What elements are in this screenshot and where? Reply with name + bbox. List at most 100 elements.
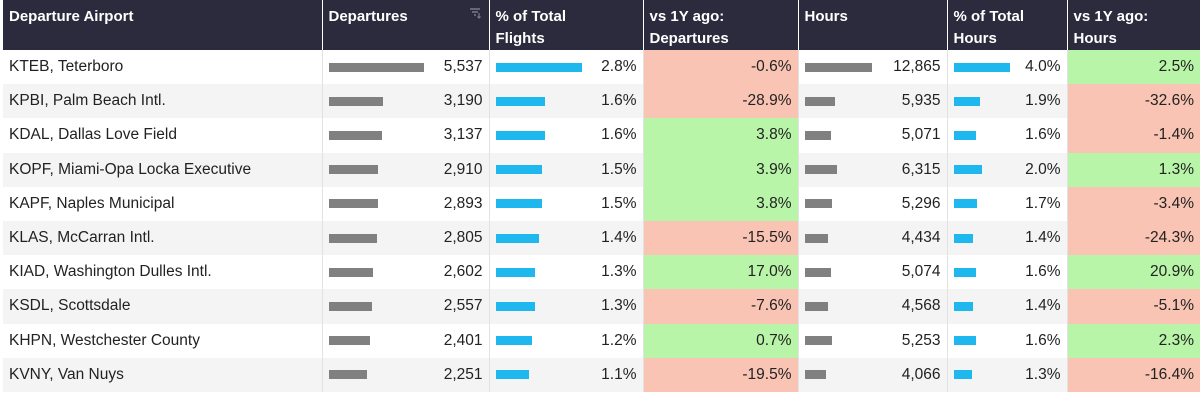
pct-hours-bar (953, 62, 1010, 72)
table-row[interactable]: KHPN, Westchester County 2,401 1.2% 0.7%… (3, 323, 1200, 358)
hours-cell: 5,071 (798, 118, 948, 153)
departures-cell: 2,401 (322, 323, 490, 358)
airport-name: KSDL, Scottsdale (9, 297, 131, 315)
pct-flights-value: 1.2% (601, 331, 637, 349)
hours-bar (804, 370, 826, 380)
pct-hours-cell: 1.4% (947, 220, 1068, 256)
pct-flights-value: 1.5% (601, 194, 637, 212)
sort-icon[interactable] (469, 7, 481, 19)
pct-hours-bar (953, 96, 981, 106)
header-label: Departure Airport (9, 8, 134, 25)
vs-1y-departures-cell: 0.7% (643, 323, 799, 358)
departures-bar (328, 130, 383, 140)
vs-1y-hours-cell: 20.9% (1067, 255, 1200, 290)
table-row[interactable]: KOPF, Miami-Opa Locka Executive 2,910 1.… (3, 152, 1200, 187)
airport-cell: KLAS, McCarran Intl. (3, 220, 323, 256)
departures-cell: 2,893 (322, 186, 490, 221)
pct-hours-value: 4.0% (1025, 58, 1061, 76)
header-pct-total-hours[interactable]: % of Total Hours (947, 0, 1068, 50)
hours-value: 5,935 (901, 92, 941, 110)
header-departures[interactable]: Departures (322, 0, 490, 50)
pct-flights-bar (495, 96, 545, 106)
pct-hours-value: 1.9% (1025, 92, 1061, 110)
table-row[interactable]: KPBI, Palm Beach Intl. 3,190 1.6% -28.9%… (3, 84, 1200, 119)
pct-hours-cell: 1.3% (947, 357, 1068, 392)
vs-1y-hours-value: 1.3% (1158, 160, 1194, 178)
pct-flights-cell: 2.8% (489, 50, 644, 85)
pct-flights-cell: 1.5% (489, 152, 644, 187)
pct-flights-bar (495, 130, 545, 140)
pct-hours-value: 1.6% (1025, 126, 1061, 144)
hours-bar (804, 267, 831, 277)
hours-cell: 5,296 (798, 186, 948, 221)
pct-flights-bar (495, 165, 542, 175)
header-vs-1y-departures[interactable]: vs 1Y ago: Departures (643, 0, 799, 50)
hours-cell: 4,434 (798, 220, 948, 256)
pct-hours-bar (953, 233, 974, 243)
departures-cell: 5,537 (322, 50, 490, 85)
pct-flights-cell: 1.6% (489, 118, 644, 153)
hours-value: 5,074 (901, 263, 941, 281)
departures-value: 3,137 (443, 126, 483, 144)
pct-flights-cell: 1.6% (489, 84, 644, 119)
vs-1y-departures-cell: -15.5% (643, 220, 799, 256)
table-row[interactable]: KSDL, Scottsdale 2,557 1.3% -7.6% 4,568 (3, 289, 1200, 324)
table-row[interactable]: KIAD, Washington Dulles Intl. 2,602 1.3%… (3, 255, 1200, 290)
pct-hours-cell: 1.6% (947, 118, 1068, 153)
vs-1y-departures-cell: -0.6% (643, 50, 799, 85)
pct-flights-value: 1.3% (601, 297, 637, 315)
hours-value: 4,066 (901, 365, 941, 383)
pct-hours-value: 1.4% (1025, 229, 1061, 247)
table-row[interactable]: KVNY, Van Nuys 2,251 1.1% -19.5% 4,066 (3, 357, 1200, 392)
airport-cell: KSDL, Scottsdale (3, 289, 323, 324)
table-row[interactable]: KTEB, Teterboro 5,537 2.8% -0.6% 12,865 (3, 50, 1200, 85)
hours-bar (804, 62, 872, 72)
pct-flights-value: 1.4% (601, 229, 637, 247)
header-label: Hours (1073, 30, 1117, 47)
departures-cell: 2,557 (322, 289, 490, 324)
header-hours[interactable]: Hours (798, 0, 948, 50)
departures-bar (328, 96, 384, 106)
departures-bar (328, 165, 379, 175)
table-row[interactable]: KLAS, McCarran Intl. 2,805 1.4% -15.5% 4… (3, 220, 1200, 256)
departures-cell: 2,910 (322, 152, 490, 187)
vs-1y-hours-value: -3.4% (1153, 194, 1195, 212)
table-row[interactable]: KAPF, Naples Municipal 2,893 1.5% 3.8% 5… (3, 186, 1200, 221)
hours-value: 5,071 (901, 126, 941, 144)
vs-1y-departures-value: -19.5% (742, 365, 792, 383)
departures-cell: 3,137 (322, 118, 490, 153)
hours-value: 6,315 (901, 160, 941, 178)
pct-flights-value: 1.3% (601, 263, 637, 281)
airport-cell: KVNY, Van Nuys (3, 357, 323, 392)
header-label: % of Total (495, 8, 567, 25)
departures-value: 2,805 (443, 229, 483, 247)
departures-bar (328, 370, 368, 380)
table-row[interactable]: KDAL, Dallas Love Field 3,137 1.6% 3.8% … (3, 118, 1200, 153)
header-pct-total-flights[interactable]: % of Total Flights (489, 0, 644, 50)
pct-flights-value: 1.6% (601, 126, 637, 144)
pct-flights-bar (495, 199, 542, 209)
departures-value: 2,251 (443, 365, 483, 383)
vs-1y-hours-value: 2.5% (1158, 58, 1194, 76)
departures-cell: 2,602 (322, 255, 490, 290)
vs-1y-hours-cell: -32.6% (1067, 84, 1200, 119)
header-vs-1y-hours[interactable]: vs 1Y ago: Hours (1067, 0, 1200, 50)
header-label: vs 1Y ago: (649, 8, 725, 25)
vs-1y-departures-value: -15.5% (742, 229, 792, 247)
pct-hours-bar (953, 165, 982, 175)
hours-value: 5,296 (901, 194, 941, 212)
vs-1y-departures-cell: -28.9% (643, 84, 799, 119)
hours-bar (804, 336, 832, 346)
pct-flights-bar (495, 233, 539, 243)
airport-cell: KPBI, Palm Beach Intl. (3, 84, 323, 119)
vs-1y-departures-value: 3.8% (756, 194, 792, 212)
hours-bar (804, 199, 833, 209)
departures-cell: 2,251 (322, 357, 490, 392)
pct-hours-value: 1.4% (1025, 297, 1061, 315)
hours-cell: 5,253 (798, 323, 948, 358)
vs-1y-departures-cell: -7.6% (643, 289, 799, 324)
hours-value: 12,865 (893, 58, 941, 76)
header-departure-airport[interactable]: Departure Airport (3, 0, 323, 50)
pct-flights-value: 1.1% (601, 365, 637, 383)
pct-flights-cell: 1.4% (489, 220, 644, 256)
